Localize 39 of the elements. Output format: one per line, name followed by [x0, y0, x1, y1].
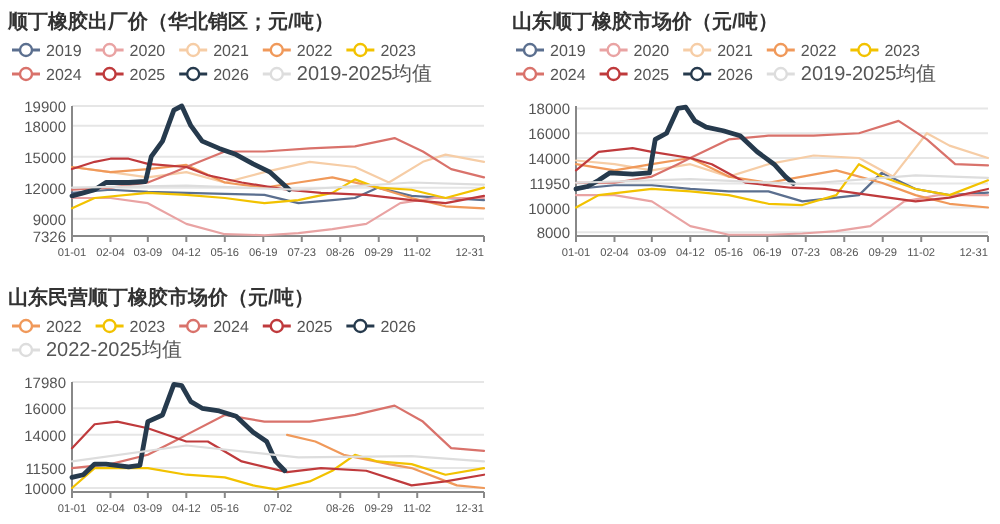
- legend-label: 2026: [717, 66, 754, 84]
- line-series: [70, 136, 486, 191]
- line-series: [285, 433, 486, 490]
- legend-label: 2025: [129, 66, 167, 84]
- legend-label: 2026: [380, 318, 418, 336]
- line-series: [70, 404, 486, 470]
- legend-label: 2024: [550, 66, 587, 84]
- chart-title: 山东民营顺丁橡胶市场价（元/吨）: [8, 286, 314, 310]
- legend-label: 2022-2025均值: [46, 338, 182, 362]
- legend-label: 2025: [633, 66, 671, 84]
- legend-label: 2021: [213, 42, 250, 60]
- line-series: [69, 382, 288, 480]
- line-series: [574, 147, 990, 203]
- legend-label: 2021: [717, 42, 754, 60]
- line-series: [574, 132, 990, 178]
- legend-label: 2020: [129, 42, 167, 60]
- legend-label: 2025: [296, 318, 334, 336]
- legend-label: 2023: [129, 318, 167, 336]
- legend-label: 2022: [296, 42, 334, 60]
- legend-label: 2020: [633, 42, 671, 60]
- legend-label: 2022: [46, 318, 83, 336]
- chart-title: 顺丁橡胶出厂价（华北销区；元/吨）: [6, 10, 334, 34]
- line-series: [69, 103, 292, 199]
- legend-label: 2024: [213, 318, 250, 336]
- legend-label: 2019: [550, 42, 587, 60]
- legend-label: 2024: [46, 66, 83, 84]
- line-series: [70, 444, 486, 463]
- legend-label: 2022: [800, 42, 838, 60]
- line-series: [573, 104, 796, 192]
- legend-label: 2019-2025均值: [800, 62, 937, 86]
- line-series: [70, 420, 486, 487]
- legend-label: 2023: [380, 42, 418, 60]
- legend-label: 2019-2025均值: [296, 62, 433, 86]
- legend-label: 2019: [46, 42, 83, 60]
- chart-title: 山东顺丁橡胶市场价（元/吨）: [512, 10, 778, 34]
- legend-label: 2026: [213, 66, 250, 84]
- line-series: [70, 186, 486, 205]
- line-series: [70, 178, 486, 210]
- legend-label: 2023: [884, 42, 922, 60]
